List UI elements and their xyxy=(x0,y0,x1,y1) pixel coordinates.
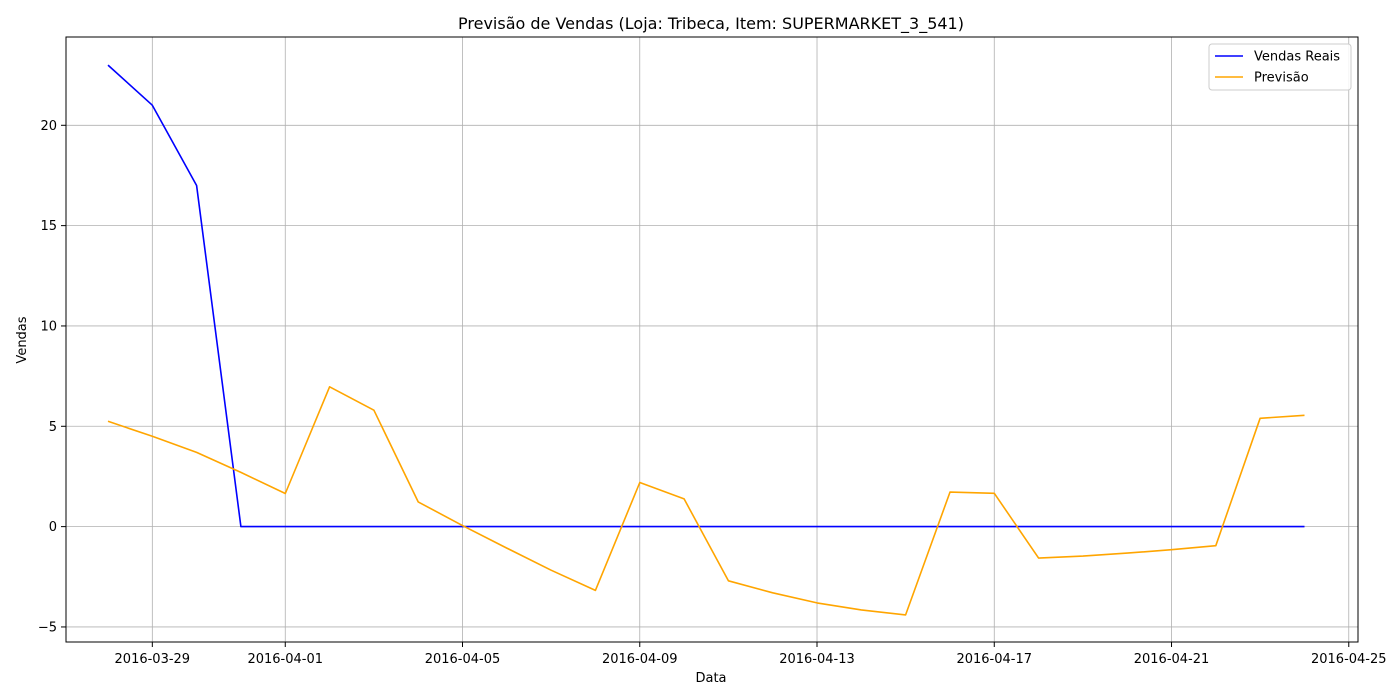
y-axis-label: Vendas xyxy=(15,316,30,363)
series-line-previsao xyxy=(107,385,1305,616)
legend-box xyxy=(1208,43,1352,91)
series-line-vendas-reais xyxy=(107,64,1305,528)
x-tick-label: 2016-04-09 xyxy=(602,652,678,667)
chart-title: Previsão de Vendas (Loja: Tribeca, Item:… xyxy=(458,14,964,34)
y-tick-label: 20 xyxy=(40,119,57,134)
x-axis-label: Data xyxy=(695,671,726,686)
x-tick-label: 2016-04-25 xyxy=(1311,652,1387,667)
y-tick-label: 15 xyxy=(40,219,57,234)
x-tick-label: 2016-03-29 xyxy=(115,652,191,667)
x-axis-ticks: 2016-03-29 2016-04-01 2016-04-05 2016-04-09… xyxy=(115,642,1387,667)
legend-label: Vendas Reais xyxy=(1254,50,1340,65)
y-tick-label: −5 xyxy=(38,620,57,635)
legend-label: Previsão xyxy=(1254,71,1309,86)
legend: Vendas Reais Previsão xyxy=(1208,43,1352,91)
y-tick-label: 10 xyxy=(40,319,57,334)
y-tick-label: 5 xyxy=(49,420,57,435)
y-axis-ticks: −5 0 5 10 15 20 xyxy=(38,119,66,635)
x-tick-label: 2016-04-01 xyxy=(247,652,323,667)
y-tick-label: 0 xyxy=(49,520,57,535)
plot-frame xyxy=(65,36,1359,643)
x-tick-label: 2016-04-13 xyxy=(779,652,855,667)
x-tick-label: 2016-04-17 xyxy=(956,652,1032,667)
x-tick-label: 2016-04-05 xyxy=(425,652,501,667)
x-tick-label: 2016-04-21 xyxy=(1134,652,1210,667)
series-lines xyxy=(107,64,1305,616)
